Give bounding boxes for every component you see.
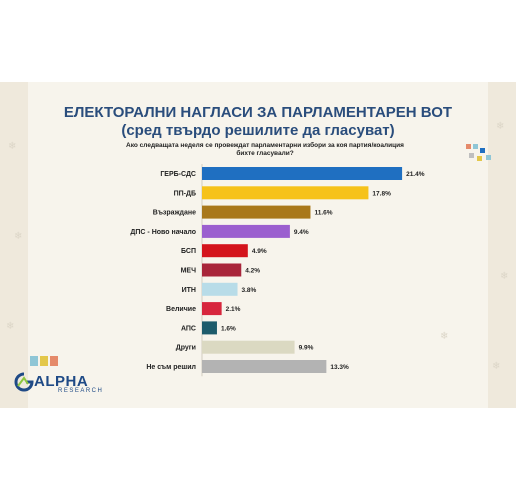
left-decor-band (0, 82, 28, 408)
category-label: АПС (181, 325, 196, 332)
category-label: ДПС - Ново начало (130, 229, 196, 236)
bar (202, 244, 248, 258)
logo-name: ALPHA (34, 373, 89, 390)
snowflake-icon: ❄ (8, 141, 17, 152)
right-decor-band (488, 82, 516, 408)
page-title: ЕЛЕКТОРАЛНИ НАГЛАСИ ЗА ПАРЛАМЕНТАРЕН ВОТ (63, 104, 453, 121)
bar (202, 186, 369, 200)
data-label: 1.6% (221, 325, 236, 332)
category-label: Възраждане (153, 210, 196, 217)
data-label: 4.2% (245, 268, 260, 275)
page-subtitle: (сред твърдо решилите да гласуват) (121, 122, 395, 139)
bar (202, 321, 217, 335)
data-label: 21.4% (406, 171, 425, 178)
gift-icon (40, 356, 48, 366)
alpha-research-logo: ALPHA RESEARCH (14, 366, 124, 396)
logo-mark-icon (14, 372, 34, 392)
decor-squares-icon (466, 144, 502, 168)
data-label: 3.8% (242, 287, 257, 294)
bar (202, 360, 327, 373)
snowflake-icon: ❄ (6, 321, 15, 332)
bar (202, 263, 242, 277)
bar (202, 282, 238, 296)
snowflake-icon: ❄ (440, 331, 449, 342)
logo-subtitle: RESEARCH (58, 388, 104, 394)
question-line-2: бихте гласували? (236, 150, 294, 157)
category-label: БСП (181, 248, 196, 255)
data-label: 9.4% (294, 229, 309, 236)
gift-icon (50, 356, 58, 366)
category-label: ПП-ДБ (174, 190, 196, 197)
category-label: МЕЧ (181, 268, 197, 275)
data-label: 13.3% (330, 364, 349, 371)
snowflake-icon: ❄ (500, 271, 509, 282)
category-label: ГЕРБ-СДС (160, 171, 196, 178)
category-label: Не съм решил (146, 364, 196, 371)
data-label: 9.9% (299, 345, 314, 352)
data-label: 2.1% (226, 306, 241, 313)
question-line-1: Ако следващата неделя се провеждат парла… (126, 142, 404, 149)
bar (202, 205, 311, 219)
category-label: Величие (166, 306, 196, 313)
snowflake-icon: ❄ (492, 361, 501, 372)
bar (202, 224, 290, 238)
survey-question: Ако следващата неделя се провеждат парла… (120, 142, 410, 158)
data-label: 17.8% (372, 190, 391, 197)
bar (202, 340, 295, 354)
data-label: 11.6% (314, 210, 332, 217)
data-label: 4.9% (252, 248, 267, 255)
snowflake-icon: ❄ (14, 231, 23, 242)
gift-icon (30, 356, 38, 366)
category-label: ИТН (182, 287, 196, 294)
category-label: Други (176, 345, 196, 352)
bar (202, 167, 403, 180)
bar (202, 302, 222, 316)
snowflake-icon: ❄ (496, 121, 505, 132)
